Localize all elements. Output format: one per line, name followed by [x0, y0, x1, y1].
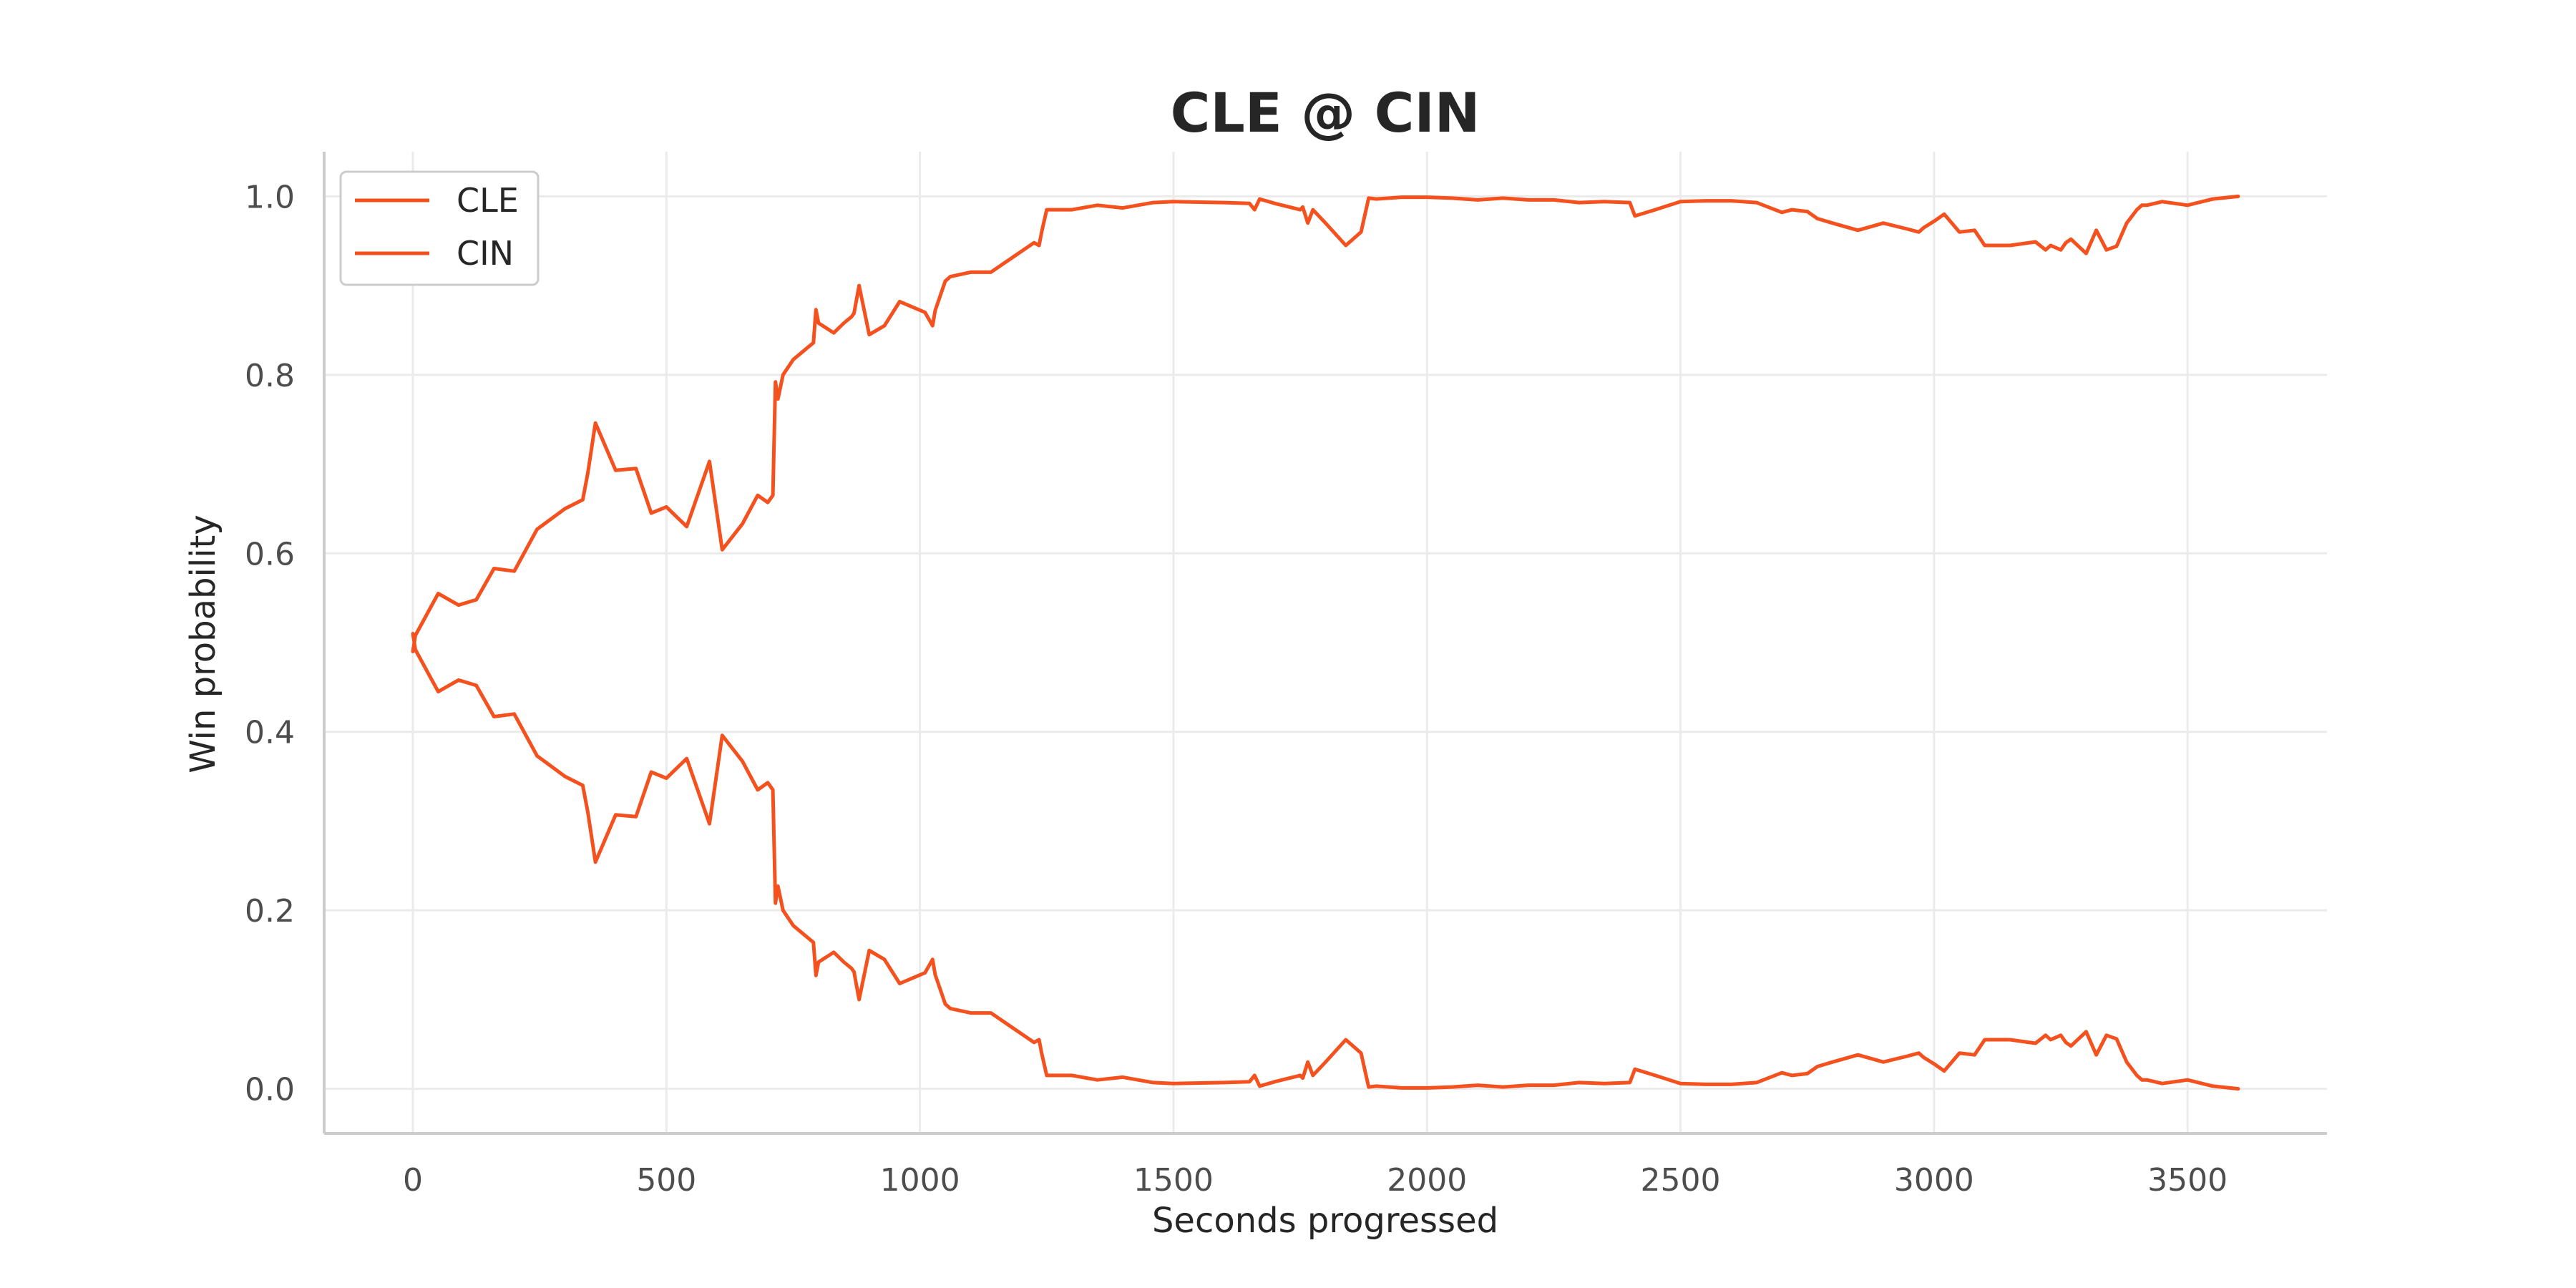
series-line-cin	[411, 632, 2240, 1091]
y-tick-label: 1.0	[245, 179, 295, 215]
x-tick-label: 500	[636, 1162, 696, 1199]
grid	[324, 152, 2327, 1133]
legend: CLE CIN	[339, 170, 540, 286]
chart-title: CLE @ CIN	[1171, 81, 1480, 145]
y-tick-label: 0.8	[245, 358, 295, 394]
y-axis-label: Win probability	[183, 514, 223, 774]
y-ticks: 0.0 0.2 0.4 0.6 0.8 1.0	[245, 179, 295, 1108]
x-ticks: 0 500 1000 1500 2000 2500 3000 3500	[403, 1162, 2228, 1199]
x-axis-label: Seconds progressed	[1152, 1201, 1498, 1241]
y-tick-label: 0.6	[245, 536, 295, 572]
x-tick-label: 3000	[1894, 1162, 1974, 1199]
x-tick-label: 2500	[1641, 1162, 1721, 1199]
legend-label-cle: CLE	[457, 181, 519, 220]
x-tick-label: 0	[403, 1162, 423, 1199]
y-tick-label: 0.0	[245, 1072, 295, 1108]
series	[411, 194, 2240, 1091]
axes	[323, 152, 2327, 1135]
x-tick-label: 1000	[880, 1162, 960, 1199]
series-line-cle	[411, 194, 2240, 653]
y-tick-label: 0.2	[245, 893, 295, 930]
legend-label-cin: CIN	[457, 234, 514, 273]
x-tick-label: 2000	[1387, 1162, 1467, 1199]
y-tick-label: 0.4	[245, 715, 295, 751]
x-tick-label: 3500	[2147, 1162, 2228, 1199]
x-tick-label: 1500	[1133, 1162, 1214, 1199]
